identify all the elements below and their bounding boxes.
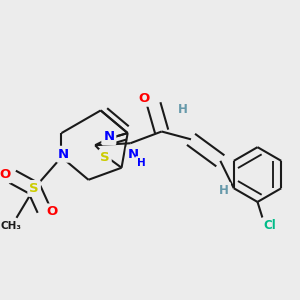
Text: N: N [103,130,114,143]
Text: S: S [29,182,39,195]
Text: H: H [137,158,146,168]
Text: N: N [58,148,69,161]
Text: H: H [178,103,188,116]
Text: O: O [0,168,11,181]
Text: N: N [128,148,139,161]
Text: Cl: Cl [264,219,277,232]
Text: O: O [46,206,57,218]
Text: H: H [219,184,229,197]
Text: S: S [100,151,110,164]
Text: O: O [138,92,150,105]
Text: CH₃: CH₃ [0,220,21,231]
